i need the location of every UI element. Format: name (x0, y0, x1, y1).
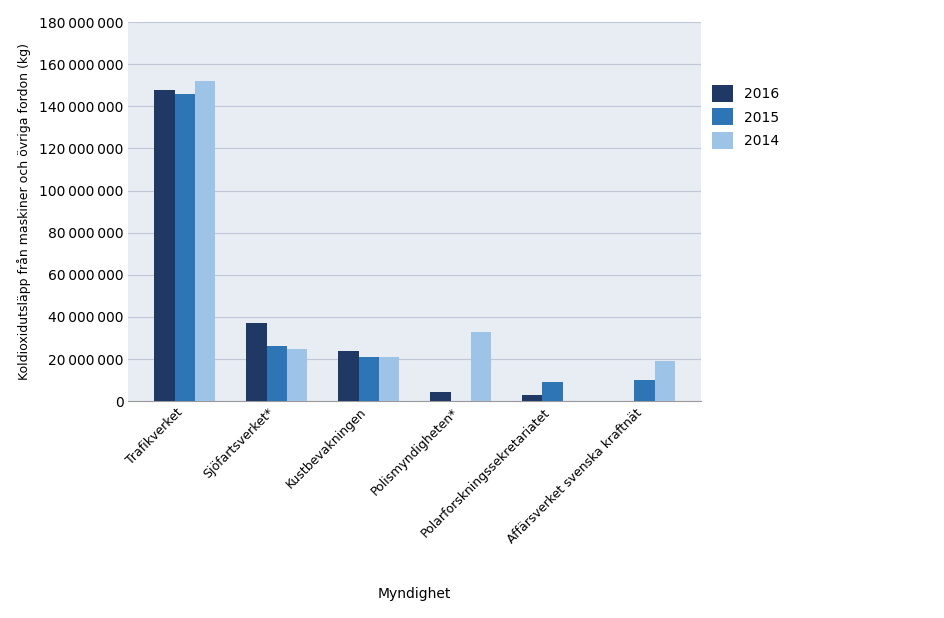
Y-axis label: Koldioxidutsläpp från maskiner och övriga fordon (kg): Koldioxidutsläpp från maskiner och övrig… (17, 43, 30, 380)
Bar (246, 323, 266, 401)
X-axis label: Myndighet: Myndighet (378, 587, 451, 601)
Bar (286, 349, 307, 401)
Bar (194, 81, 215, 401)
Bar (470, 332, 491, 401)
Legend: 2016, 2015, 2014: 2016, 2015, 2014 (706, 79, 784, 155)
Bar (379, 357, 398, 401)
Bar (542, 382, 562, 401)
Bar (522, 395, 542, 401)
Bar (430, 392, 450, 401)
Bar (154, 90, 175, 401)
Bar (266, 347, 286, 401)
Bar (633, 380, 654, 401)
Bar (654, 361, 674, 401)
Bar (358, 357, 379, 401)
Bar (338, 350, 358, 401)
Bar (175, 94, 194, 401)
